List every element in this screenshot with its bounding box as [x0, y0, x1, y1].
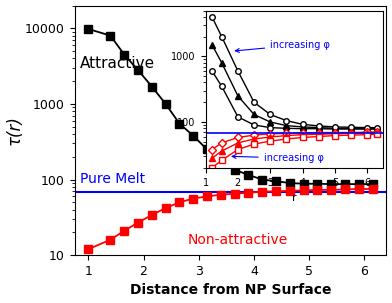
- Y-axis label: τ(r): τ(r): [5, 115, 24, 145]
- X-axis label: Distance from NP Surface: Distance from NP Surface: [130, 283, 331, 298]
- Text: Pure Melt: Pure Melt: [80, 172, 145, 186]
- Text: Non-attractive: Non-attractive: [188, 233, 288, 247]
- Text: Attractive: Attractive: [80, 56, 155, 71]
